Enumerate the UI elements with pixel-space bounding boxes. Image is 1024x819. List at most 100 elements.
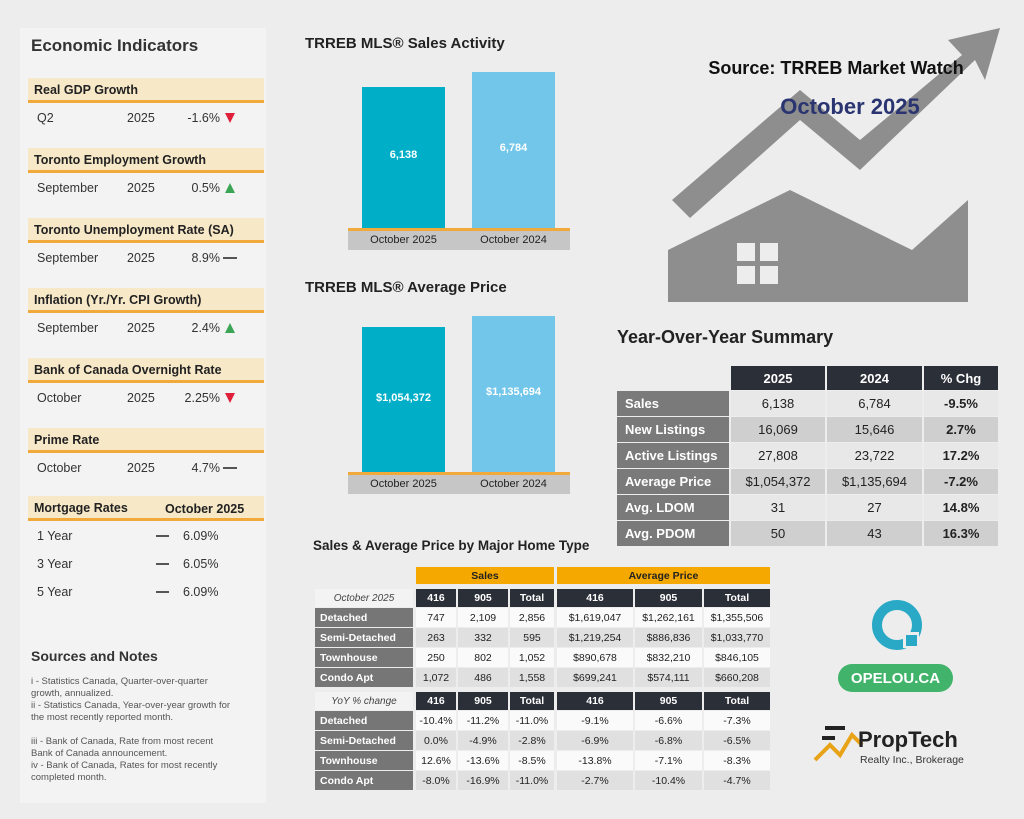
term: 1 Year <box>37 529 73 543</box>
year: 2025 <box>127 181 155 195</box>
opelou-text: OPELOU.CA <box>850 669 941 687</box>
trend-up <box>225 183 235 193</box>
cell: 16.3% <box>924 521 998 546</box>
cell: 27,808 <box>731 443 825 468</box>
indicator-header: Bank of Canada Overnight Rate <box>28 358 264 383</box>
col-header: Total <box>704 692 770 710</box>
note: i - Statistics Canada, Quarter-over-quar… <box>31 676 208 699</box>
cell: -13.6% <box>458 751 508 770</box>
value: 2.25% <box>184 391 220 405</box>
row-label: Townhouse <box>315 751 413 770</box>
cell: 802 <box>458 648 508 667</box>
chart-title: TRREB MLS® Sales Activity <box>305 35 505 52</box>
trend-down <box>225 393 235 403</box>
col-header: Total <box>510 692 554 710</box>
bar <box>362 327 445 472</box>
cell: 23,722 <box>827 443 922 468</box>
term: 5 Year <box>37 585 73 599</box>
period: September <box>37 251 99 265</box>
value-label: $1,135,694 <box>485 386 542 398</box>
col-header: Total <box>704 589 770 607</box>
row-label: Sales <box>617 391 729 416</box>
note: iv - Bank of Canada, Rates for most rece… <box>31 760 218 783</box>
period: September <box>37 321 99 335</box>
term: 3 Year <box>37 557 73 571</box>
cell: $1,355,506 <box>704 608 770 627</box>
cell: $846,105 <box>704 648 770 667</box>
cell: 595 <box>510 628 554 647</box>
category-label: October 2025 <box>370 234 437 246</box>
col-header: 416 <box>557 589 633 607</box>
cell: 1,052 <box>510 648 554 667</box>
group-header: Sales <box>416 567 554 584</box>
cell: 263 <box>416 628 456 647</box>
col-header: 2025 <box>731 366 825 390</box>
sources-title: Sources and Notes <box>31 648 158 664</box>
value-label: 6,784 <box>499 142 528 154</box>
bar <box>362 86 445 228</box>
cell: -6.6% <box>635 711 702 730</box>
proptech-icon <box>813 726 864 762</box>
cell: $1,054,372 <box>731 469 825 494</box>
col-header: Total <box>510 589 554 607</box>
value: 4.7% <box>191 461 221 475</box>
row-label: Detached <box>315 608 413 627</box>
period: October 2025 <box>165 502 245 516</box>
cell: -10.4% <box>635 771 702 790</box>
period: October 2025 <box>780 94 920 119</box>
note: iii - Bank of Canada, Rate from most rec… <box>31 736 214 759</box>
cell: -7.3% <box>704 711 770 730</box>
value: 6.05% <box>183 557 219 571</box>
category-label: October 2025 <box>370 478 437 490</box>
home-type-title: Sales & Average Price by Major Home Type <box>313 538 590 553</box>
cell: -13.8% <box>557 751 633 770</box>
row-label: Semi-Detached <box>315 628 413 647</box>
cell: 16,069 <box>731 417 825 442</box>
source: Source: TRREB Market Watch <box>708 58 964 78</box>
cell: $1,135,694 <box>827 469 922 494</box>
category-label: October 2024 <box>480 478 547 490</box>
period: October <box>37 461 82 475</box>
cell: 0.0% <box>416 731 456 750</box>
col-header: 416 <box>416 692 456 710</box>
value: 8.9% <box>191 251 221 265</box>
col-header: 905 <box>458 692 508 710</box>
year: 2025 <box>127 251 155 265</box>
cell: -4.9% <box>458 731 508 750</box>
cell: $890,678 <box>557 648 633 667</box>
cell: $1,619,047 <box>557 608 633 627</box>
col-header: 905 <box>635 589 702 607</box>
col-header: 905 <box>458 589 508 607</box>
cell: -11.0% <box>510 771 554 790</box>
cell: 27 <box>827 495 922 520</box>
cell: 12.6% <box>416 751 456 770</box>
cell: $1,033,770 <box>704 628 770 647</box>
cell: 43 <box>827 521 922 546</box>
cell: 486 <box>458 668 508 687</box>
col-header: 416 <box>557 692 633 710</box>
trend-flat <box>223 467 237 469</box>
cell: -2.8% <box>510 731 554 750</box>
col-header: 905 <box>635 692 702 710</box>
col-header: % Chg <box>924 366 998 390</box>
period: Q2 <box>37 111 54 125</box>
cell: $574,111 <box>635 668 702 687</box>
row-label: Avg. LDOM <box>617 495 729 520</box>
cell: 2,109 <box>458 608 508 627</box>
cell: -9.5% <box>924 391 998 416</box>
cell: $832,210 <box>635 648 702 667</box>
cell: 1,558 <box>510 668 554 687</box>
note: ii - Statistics Canada, Year-over-year g… <box>31 700 231 723</box>
value: -1.6% <box>187 111 220 125</box>
summary-title: Year-Over-Year Summary <box>617 327 834 347</box>
house <box>668 190 968 302</box>
row-label: Average Price <box>617 469 729 494</box>
bar <box>472 316 555 472</box>
cell: -7.2% <box>924 469 998 494</box>
proptech-sub: Realty Inc., Brokerage <box>860 754 964 766</box>
cell: $699,241 <box>557 668 633 687</box>
cell: 17.2% <box>924 443 998 468</box>
cell: -6.9% <box>557 731 633 750</box>
cell: $1,219,254 <box>557 628 633 647</box>
